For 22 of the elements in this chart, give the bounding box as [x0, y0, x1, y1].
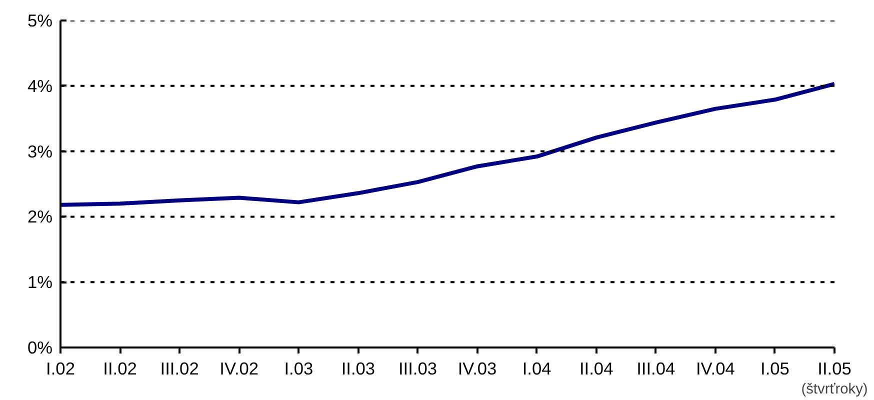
x-tick-label: II.04: [579, 358, 614, 378]
x-tick-label: IV.02: [220, 358, 259, 378]
x-tick-label: I.04: [522, 358, 552, 378]
y-tick-label: 0%: [27, 338, 52, 358]
x-tick-label: II.02: [103, 358, 137, 378]
line-series: [60, 82, 834, 207]
x-tick-label: III.02: [160, 358, 199, 378]
x-tick-label: IV.03: [458, 358, 497, 378]
y-tick-label: 1%: [27, 272, 52, 292]
y-tick-label: 2%: [27, 206, 52, 227]
x-tick-label: I.05: [760, 358, 790, 378]
x-tick-label: III.04: [636, 358, 676, 378]
y-tick-label: 5%: [27, 10, 52, 30]
x-tick-label: II.03: [341, 358, 376, 378]
x-tick-label: I.02: [46, 358, 75, 378]
x-tick-label: III.03: [398, 358, 438, 378]
x-tick-label: IV.04: [696, 358, 736, 378]
x-tick-label: II.05: [818, 358, 852, 378]
y-tick-label: 4%: [27, 76, 52, 96]
y-tick-label: 3%: [27, 141, 52, 162]
x-tick-label: I.03: [284, 358, 314, 378]
x-axis-title: (štvrťroky): [801, 382, 868, 398]
